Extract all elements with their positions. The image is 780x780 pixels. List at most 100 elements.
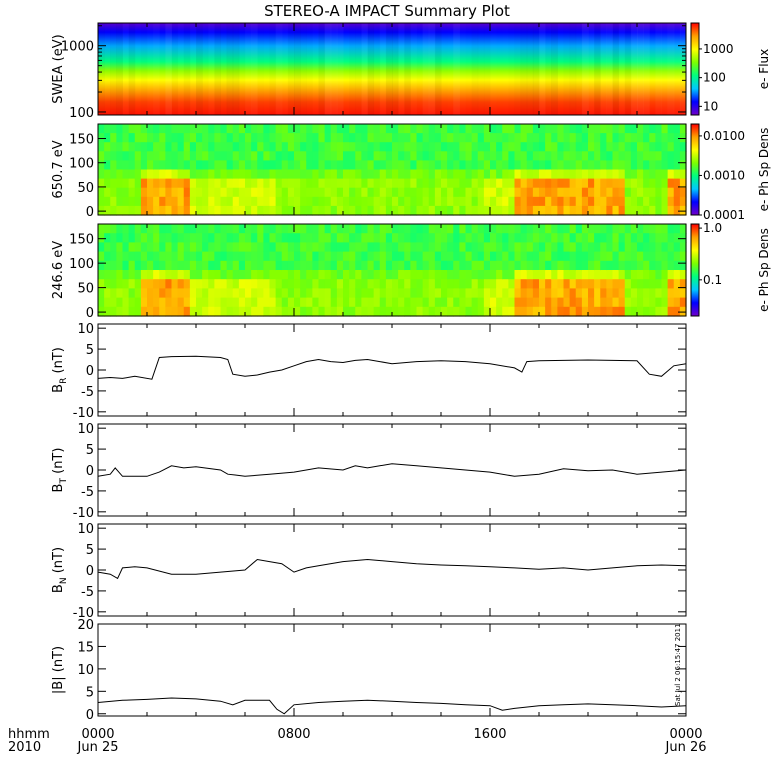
pad650-cell [177,169,185,180]
pad246-cell [165,270,173,280]
pad246-cell [459,260,467,271]
pad650-cell [569,169,577,180]
pad650-cell [447,205,454,216]
pad650-cell [630,160,638,171]
pad650-cell [153,205,160,216]
pad650-cell [367,205,375,216]
pad650-cell [563,151,571,161]
pad246-cell [563,260,571,271]
pad650-cell [545,151,552,161]
pad650-cell [483,196,491,207]
pad246-cell [153,251,160,262]
pad246-cell [232,233,240,243]
pad246-cell [588,297,595,308]
pad650-cell [189,169,197,180]
pad246-cell [483,270,491,280]
pad246-cell [398,242,405,253]
pad246-cell [594,270,601,280]
pad650-cell [398,205,405,216]
swea-column [135,23,142,115]
pad246-cell [134,233,142,243]
pad246-cell [514,288,522,299]
pad246-cell [153,260,160,271]
pad246-cell [459,297,467,308]
pad650-cell [275,160,283,171]
pad650-cell [324,133,332,143]
pad650-cell [269,160,277,171]
pad650-cell [269,205,277,216]
pad650-cell [373,142,381,152]
pad246-cell [483,297,491,308]
pad650-cell [269,124,277,134]
pad246-cell [330,297,338,308]
pad650-cell [447,151,454,161]
pad650-cell [404,124,411,134]
pad650-cell [483,169,491,180]
pad246-cell [465,242,473,253]
pad650-cell [269,178,277,189]
pad650-cell [140,196,148,207]
pad246-cell [336,224,344,234]
pad246-cell [196,233,203,243]
pad650-cell [563,124,571,134]
swea-column [557,23,564,115]
pad246-cell [563,270,571,280]
pad650-cell [655,187,663,198]
pad650-cell [128,196,136,207]
pad246-y-label: 246.6 eV [51,241,66,299]
swea-column [380,23,387,115]
pad246-cell [655,279,663,289]
pad650-cell [465,169,473,180]
pad650-cell [220,160,228,171]
pad650-cell [655,160,663,171]
pad650-cell [624,196,632,207]
pad246-cell [649,270,656,280]
pad650-cell [318,178,326,189]
pad246-cell [514,279,522,289]
pad246-cell [655,260,663,271]
pad650-cell [306,133,313,143]
pad650-cell [379,124,387,134]
pad246-cell [269,279,277,289]
pad650-cell [312,205,320,216]
pad246-cell [404,288,411,299]
pad246-cell [202,233,209,243]
swea-column [600,23,607,115]
pad650-cell [226,169,234,180]
swea-column [172,23,179,115]
pad246-cell [159,251,166,262]
pad246-cell [624,297,632,308]
pad650-cell [569,133,577,143]
pad650-cell [679,124,687,134]
pad650-cell [147,178,154,189]
pad246-cell [392,233,399,243]
bn-y-tick-label: -5 [81,585,94,600]
pad246-cell [514,260,522,271]
pad246-cell [330,233,338,243]
pad246-cell [655,242,663,253]
pad650-cell [643,178,650,189]
pad246-cell [630,251,638,262]
pad650-cell [330,151,338,161]
pad650-cell [134,169,142,180]
pad650-colorbar [690,123,700,216]
pad650-cell [630,187,638,198]
pad246-cell [434,224,442,234]
pad650-cell [104,142,111,152]
pad650-cell [569,178,577,189]
pad246-cell [214,224,222,234]
pad246-cell [336,288,344,299]
pad650-cell [428,205,436,216]
pad246-cell [349,288,356,299]
pad246-cell [275,224,283,234]
pad650-cell [557,169,565,180]
pad650-cell [471,124,479,134]
pad246-cell [557,233,565,243]
pad650-cell [453,187,460,198]
pad246-cell [624,233,632,243]
pad650-cell [153,169,160,180]
pad246-cell [183,242,191,253]
pad246-cell [263,279,271,289]
pad650-cell [661,124,669,134]
pad650-cell [318,124,326,134]
